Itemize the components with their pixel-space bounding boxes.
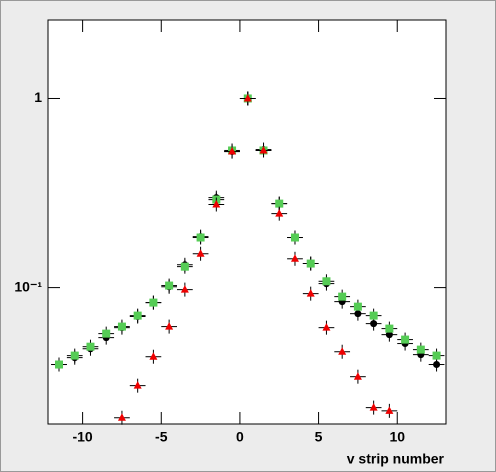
data-point <box>397 332 413 347</box>
data-point <box>350 299 366 314</box>
data-point <box>318 274 335 289</box>
marker <box>180 285 189 293</box>
data-point <box>302 256 319 271</box>
marker <box>149 298 158 307</box>
data-point <box>350 369 366 384</box>
data-point <box>129 378 146 393</box>
data-point <box>239 91 256 106</box>
marker <box>322 277 331 286</box>
x-tick-label: 0 <box>236 429 244 445</box>
data-point <box>51 357 67 372</box>
data-point <box>318 320 335 335</box>
data-point <box>129 308 146 323</box>
data-point <box>98 326 115 341</box>
marker <box>149 352 158 360</box>
marker <box>133 381 142 389</box>
marker <box>259 145 268 154</box>
data-point <box>255 143 272 158</box>
marker <box>385 324 394 333</box>
marker <box>338 292 347 301</box>
data-point <box>224 144 240 159</box>
marker <box>243 93 252 102</box>
marker <box>133 311 142 320</box>
marker <box>228 147 237 155</box>
data-point <box>114 410 130 425</box>
marker <box>353 372 362 380</box>
data-point <box>192 246 209 261</box>
data-point <box>302 286 319 301</box>
data-point <box>287 230 303 245</box>
marker <box>212 200 221 208</box>
x-tick-label: 5 <box>315 429 323 445</box>
marker <box>165 322 174 330</box>
marker <box>432 351 441 360</box>
data-point <box>145 349 162 364</box>
data-point <box>208 197 225 212</box>
data-point <box>114 319 130 334</box>
marker <box>322 323 331 331</box>
marker <box>306 259 315 268</box>
marker <box>385 406 394 414</box>
data-point <box>192 230 209 245</box>
plot-frame <box>47 19 447 425</box>
x-axis-label: v strip number <box>347 451 445 467</box>
marker <box>55 360 64 369</box>
marker <box>433 361 441 369</box>
marker <box>86 342 95 351</box>
marker <box>369 403 378 411</box>
marker <box>416 345 425 354</box>
data-point <box>66 348 83 363</box>
x-tick-label: -10 <box>72 429 92 445</box>
marker <box>70 351 79 360</box>
data-point <box>381 403 398 418</box>
marker <box>275 209 284 217</box>
data-point <box>287 251 303 266</box>
y-tick-label: 1 <box>34 89 42 105</box>
marker <box>338 347 347 355</box>
marker <box>117 413 126 421</box>
data-point <box>145 295 162 310</box>
marker <box>306 289 315 297</box>
marker <box>370 320 378 328</box>
marker <box>369 311 378 320</box>
data-point <box>381 321 398 336</box>
marker <box>290 233 299 242</box>
data-point <box>365 308 382 323</box>
y-tick-label: 10⁻¹ <box>14 278 42 294</box>
data-point <box>176 282 193 297</box>
marker <box>180 262 189 271</box>
data-point <box>412 342 429 357</box>
data-point <box>428 348 445 363</box>
data-point <box>334 289 351 304</box>
data-point <box>82 339 99 354</box>
marker <box>102 329 111 338</box>
marker <box>165 281 174 290</box>
data-point <box>176 259 193 274</box>
marker <box>196 249 205 257</box>
marker <box>117 322 126 331</box>
marker <box>354 310 362 318</box>
marker <box>196 233 205 242</box>
marker <box>353 302 362 311</box>
data-point <box>334 344 351 359</box>
marker <box>275 199 284 208</box>
x-tick-label: -5 <box>155 429 168 445</box>
data-point <box>161 319 177 334</box>
data-point <box>161 278 177 293</box>
data-point <box>271 206 288 221</box>
x-tick-label: 10 <box>389 429 405 445</box>
marker <box>401 335 410 344</box>
data-point <box>365 400 382 415</box>
marker <box>290 254 299 262</box>
